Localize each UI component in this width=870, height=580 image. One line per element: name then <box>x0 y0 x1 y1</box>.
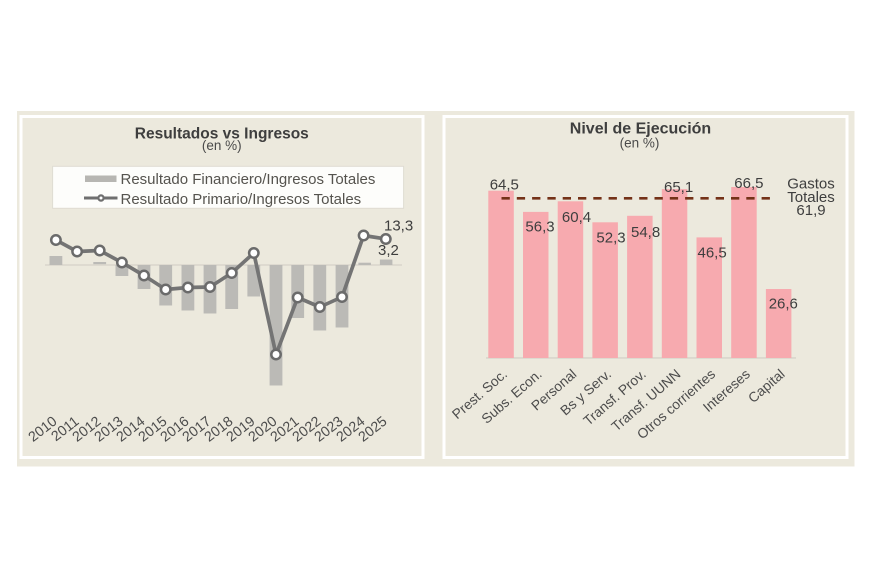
svg-text:56,3: 56,3 <box>525 219 554 236</box>
svg-text:64,5: 64,5 <box>490 177 519 194</box>
svg-text:3,2: 3,2 <box>378 242 399 259</box>
svg-text:54,8: 54,8 <box>631 224 660 241</box>
svg-text:Resultados vs Ingresos: Resultados vs Ingresos <box>135 126 309 143</box>
svg-text:Resultado Primario/Ingresos To: Resultado Primario/Ingresos Totales <box>121 191 362 208</box>
svg-text:Nivel de Ejecución: Nivel de Ejecución <box>570 120 711 137</box>
svg-text:13,3: 13,3 <box>384 218 413 235</box>
svg-text:65,1: 65,1 <box>664 179 693 196</box>
svg-text:(en %): (en %) <box>620 135 660 150</box>
svg-text:60,4: 60,4 <box>562 209 591 226</box>
svg-text:26,6: 26,6 <box>769 295 798 312</box>
svg-text:52,3: 52,3 <box>596 229 625 246</box>
svg-text:Totales: Totales <box>787 189 835 206</box>
svg-text:Gastos: Gastos <box>787 175 835 192</box>
svg-text:(en %): (en %) <box>202 138 242 153</box>
svg-text:61,9: 61,9 <box>796 202 825 219</box>
svg-text:46,5: 46,5 <box>697 244 726 261</box>
svg-text:Resultado Financiero/Ingresos: Resultado Financiero/Ingresos Totales <box>121 171 376 188</box>
svg-text:66,5: 66,5 <box>734 175 763 192</box>
